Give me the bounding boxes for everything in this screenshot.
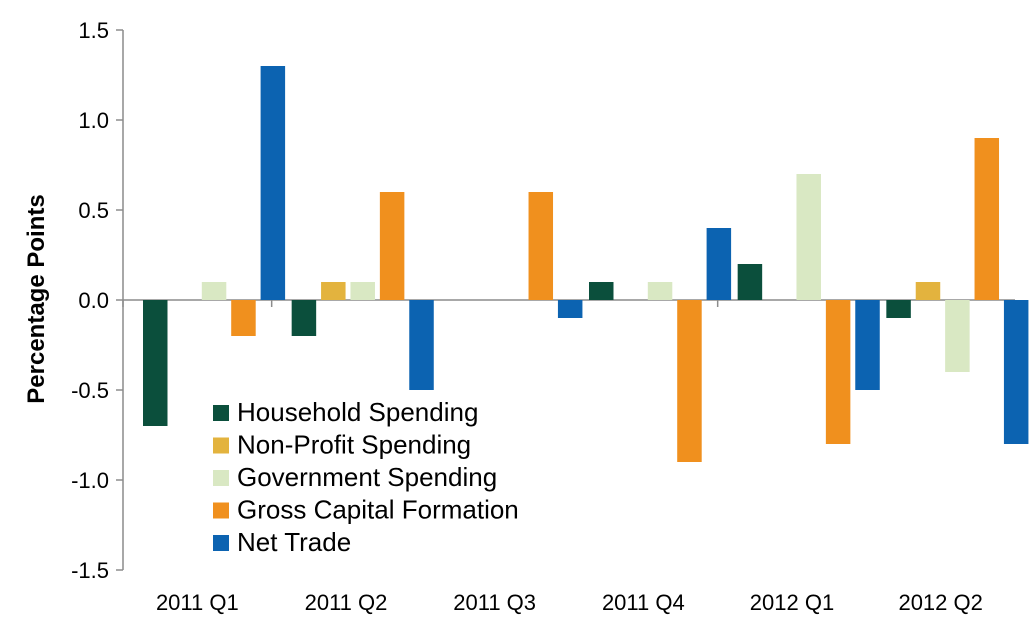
legend-label: Government Spending xyxy=(237,462,497,492)
legend-swatch xyxy=(213,470,229,486)
y-tick-label: 1.0 xyxy=(78,108,109,133)
bar-non-profit-spending-1 xyxy=(321,282,346,300)
y-tick-label: -0.5 xyxy=(71,378,109,403)
bar-gross-capital-formation-3 xyxy=(677,300,702,462)
y-tick-label: -1.5 xyxy=(71,558,109,583)
bar-government-spending-4 xyxy=(796,174,821,300)
bar-gross-capital-formation-4 xyxy=(825,300,851,444)
x-tick-label: 2011 Q4 xyxy=(602,590,685,615)
bar-household-spending-5 xyxy=(886,300,911,318)
bar-net-trade-1 xyxy=(409,300,434,390)
x-tick-label: 2011 Q2 xyxy=(305,590,388,615)
bar-household-spending-0 xyxy=(143,300,168,426)
bar-gross-capital-formation-2 xyxy=(528,192,554,300)
legend-label: Non-Profit Spending xyxy=(237,430,471,460)
bar-net-trade-0 xyxy=(260,66,286,300)
bar-government-spending-3 xyxy=(647,282,673,300)
bar-government-spending-0 xyxy=(201,282,227,300)
legend-swatch xyxy=(213,535,229,551)
bar-household-spending-4 xyxy=(737,264,763,300)
y-axis: 1.5 1.0 0.5 0.0 -0.5 -1.0 -1.5 xyxy=(71,18,124,583)
x-axis: 2011 Q1 2011 Q2 2011 Q3 2011 Q4 2012 Q1 2012 … xyxy=(122,299,1016,615)
bar-government-spending-5 xyxy=(945,300,970,372)
legend-swatch xyxy=(213,405,229,421)
bar-gross-capital-formation-5 xyxy=(974,138,1000,300)
y-axis-label: Percentage Points xyxy=(23,194,50,403)
legend-label: Gross Capital Formation xyxy=(237,495,519,525)
bar-household-spending-3 xyxy=(589,282,614,300)
bar-gross-capital-formation-0 xyxy=(231,300,256,336)
y-tick-label: -1.0 xyxy=(71,468,109,493)
bars xyxy=(143,66,1029,462)
bar-non-profit-spending-5 xyxy=(915,282,941,300)
y-tick-label: 0.0 xyxy=(78,288,109,313)
legend-label: Net Trade xyxy=(237,527,351,557)
bar-government-spending-1 xyxy=(350,282,375,300)
x-tick-label: 2011 Q3 xyxy=(453,590,536,615)
bar-gross-capital-formation-1 xyxy=(379,192,405,300)
bar-net-trade-2 xyxy=(557,300,583,318)
x-tick-label: 2011 Q1 xyxy=(156,590,239,615)
legend-label: Household Spending xyxy=(237,397,478,427)
bar-net-trade-5 xyxy=(1003,300,1029,444)
y-tick-label: 1.5 xyxy=(78,18,109,43)
y-tick-label: 0.5 xyxy=(78,198,109,223)
x-tick-label: 2012 Q2 xyxy=(898,590,982,615)
bar-household-spending-1 xyxy=(291,300,317,336)
legend-swatch xyxy=(213,502,229,519)
bar-net-trade-4 xyxy=(855,300,880,390)
bar-net-trade-3 xyxy=(706,228,732,300)
x-tick-label: 2012 Q1 xyxy=(750,590,834,615)
legend-swatch xyxy=(213,437,229,454)
